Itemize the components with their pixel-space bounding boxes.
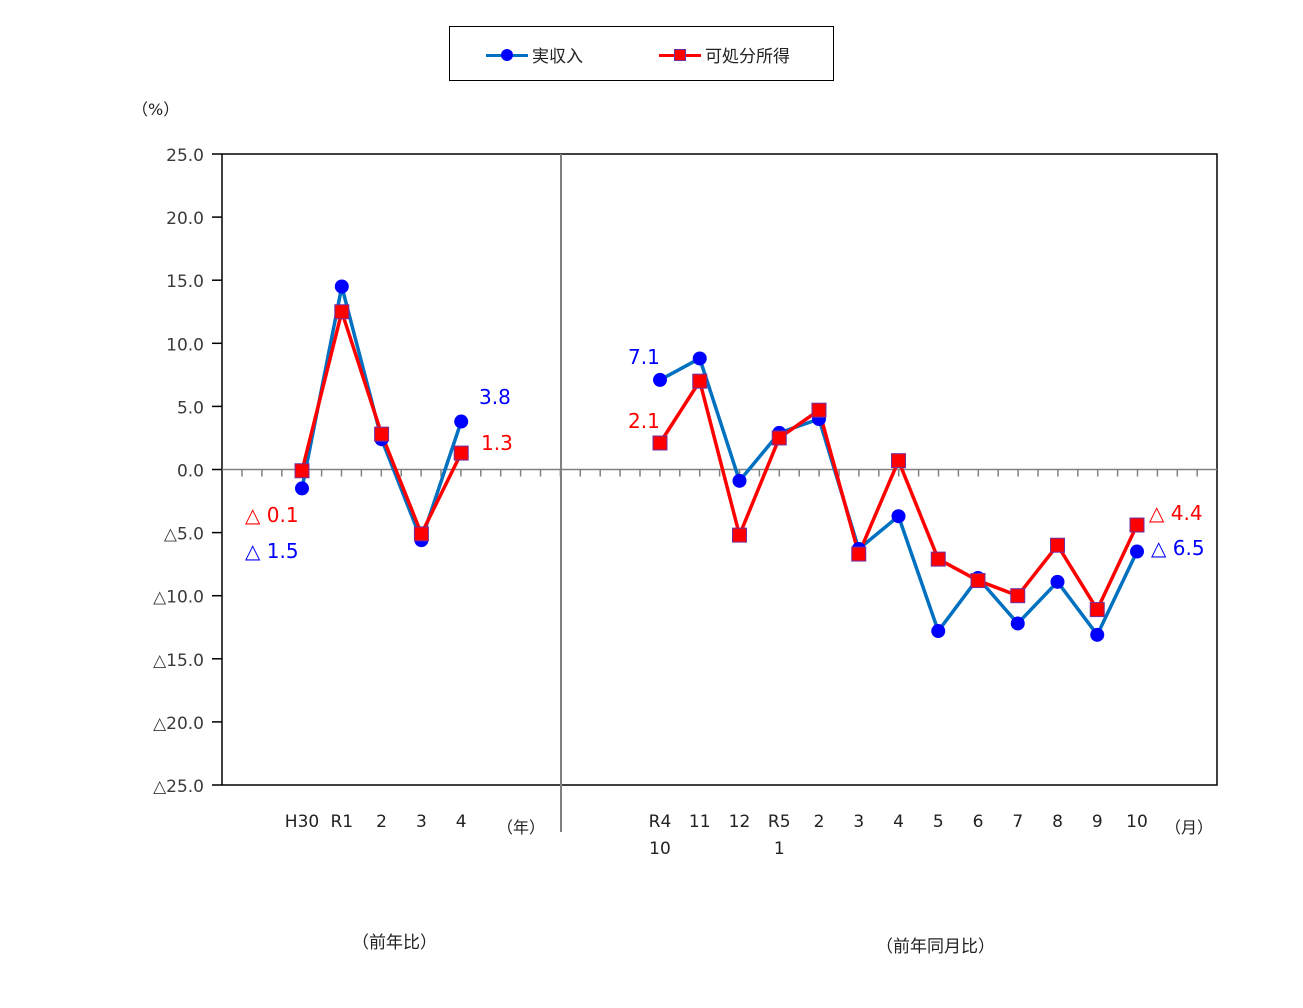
legend-square-marker-icon bbox=[659, 45, 701, 65]
data-point-circle-icon bbox=[1090, 627, 1105, 642]
y-tick-label: △10.0 bbox=[153, 588, 204, 608]
legend-label-disposable-income: 可処分所得 bbox=[705, 47, 790, 67]
x-tick-label: 9 bbox=[1092, 812, 1103, 832]
data-point-circle-icon bbox=[732, 473, 747, 488]
x-tick-label: 11 bbox=[689, 812, 711, 832]
x-tick-label: 2 bbox=[814, 812, 825, 832]
plot-area bbox=[221, 153, 1218, 832]
data-point-square-icon bbox=[970, 573, 986, 589]
data-point-square-icon bbox=[1010, 588, 1026, 604]
data-point-circle-icon bbox=[454, 414, 469, 429]
series-layer bbox=[294, 279, 1145, 642]
data-point-square-icon bbox=[652, 435, 668, 451]
x-tick-label: 10 bbox=[1126, 812, 1148, 832]
x-tick-label: 2 bbox=[376, 812, 387, 832]
data-label-right-end-blue: △ 6.5 bbox=[1151, 536, 1205, 560]
data-label-right-end-red: △ 4.4 bbox=[1149, 501, 1203, 525]
data-labels: △ 0.1 △ 1.5 3.8 1.3 7.1 2.1 △ 4.4 △ 6.5 bbox=[245, 345, 1205, 563]
data-point-square-icon bbox=[1089, 602, 1105, 618]
data-point-circle-icon bbox=[891, 509, 906, 524]
data-point-circle-icon bbox=[334, 279, 349, 294]
x-axis-unit-month: （月） bbox=[1165, 818, 1213, 837]
data-point-square-icon bbox=[891, 453, 906, 469]
data-point-square-icon bbox=[811, 402, 827, 418]
legend-item-income: 実収入 bbox=[486, 42, 583, 67]
data-point-square-icon bbox=[930, 551, 946, 567]
series-line bbox=[659, 356, 1139, 637]
x-tick-label: R4 bbox=[649, 812, 672, 832]
y-tick-label: △5.0 bbox=[164, 525, 204, 545]
data-point-square-icon bbox=[732, 527, 747, 543]
y-tick-label: 15.0 bbox=[166, 272, 204, 292]
y-axis-unit-label: （%） bbox=[132, 100, 180, 119]
x-tick-label: 10 bbox=[649, 839, 671, 859]
x-axis-unit-year: （年） bbox=[497, 818, 545, 837]
data-point-square-icon bbox=[771, 430, 787, 446]
y-tick-label: 20.0 bbox=[166, 209, 204, 229]
y-tick-label: 10.0 bbox=[166, 335, 204, 355]
data-point-circle-icon bbox=[931, 624, 946, 639]
y-axis: 25.0 20.0 15.0 10.0 5.0 0.0 △5.0 △10.0 △15.0 △20.… bbox=[153, 146, 222, 797]
zero-axis-line bbox=[222, 468, 1217, 477]
x-tick-label: 7 bbox=[1012, 812, 1023, 832]
data-label-left-end-red: 1.3 bbox=[481, 431, 513, 455]
data-point-square-icon bbox=[1050, 537, 1065, 553]
y-tick-label: △20.0 bbox=[153, 714, 204, 734]
y-tick-label: 0.0 bbox=[177, 462, 204, 482]
data-point-square-icon bbox=[1129, 517, 1145, 533]
data-point-circle-icon bbox=[1010, 616, 1025, 631]
x-tick-label: 3 bbox=[853, 812, 864, 832]
x-tick-label: 1 bbox=[774, 839, 785, 859]
x-tick-label: 6 bbox=[973, 812, 984, 832]
data-point-square-icon bbox=[374, 426, 390, 442]
x-tick-label: 4 bbox=[893, 812, 904, 832]
data-point-square-icon bbox=[413, 526, 429, 542]
x-tick-label: R5 bbox=[768, 812, 791, 832]
legend-item-disposable-income: 可処分所得 bbox=[659, 42, 790, 67]
x-tick-label: 8 bbox=[1052, 812, 1063, 832]
y-tick-label: 5.0 bbox=[177, 398, 204, 418]
series-line bbox=[300, 310, 463, 536]
data-label-left-start-red: △ 0.1 bbox=[245, 503, 299, 527]
y-tick-label: △25.0 bbox=[153, 777, 204, 797]
data-label-right-start-blue: 7.1 bbox=[628, 345, 660, 369]
x-tick-label: 3 bbox=[416, 812, 427, 832]
legend-circle-marker-icon bbox=[486, 45, 528, 65]
data-point-circle-icon bbox=[653, 372, 667, 387]
data-label-left-start-blue: △ 1.5 bbox=[245, 539, 299, 563]
legend-label-income: 実収入 bbox=[532, 47, 583, 67]
chart-legend: 実収入 可処分所得 bbox=[449, 26, 834, 81]
data-point-square-icon bbox=[851, 546, 867, 562]
x-tick-label: R1 bbox=[330, 812, 353, 832]
data-point-circle-icon bbox=[692, 351, 707, 366]
data-label-right-start-red: 2.1 bbox=[628, 409, 660, 433]
caption-annual: （前年比） bbox=[352, 933, 437, 953]
x-tick-label: 5 bbox=[933, 812, 944, 832]
data-point-square-icon bbox=[334, 304, 350, 320]
caption-monthly: （前年同月比） bbox=[876, 937, 995, 957]
y-tick-label: △15.0 bbox=[153, 651, 204, 671]
data-point-circle-icon bbox=[1130, 544, 1144, 559]
data-point-circle-icon bbox=[1050, 574, 1065, 589]
series-line bbox=[658, 379, 1139, 612]
data-point-square-icon bbox=[294, 463, 310, 479]
y-tick-label: 25.0 bbox=[166, 146, 204, 166]
x-tick-label: 12 bbox=[729, 812, 751, 832]
data-point-circle-icon bbox=[295, 481, 309, 496]
data-point-square-icon bbox=[453, 445, 469, 461]
x-tick-label: H30 bbox=[285, 812, 319, 832]
data-label-left-end-blue: 3.8 bbox=[479, 385, 511, 409]
data-point-square-icon bbox=[692, 373, 708, 389]
x-tick-label: 4 bbox=[456, 812, 467, 832]
